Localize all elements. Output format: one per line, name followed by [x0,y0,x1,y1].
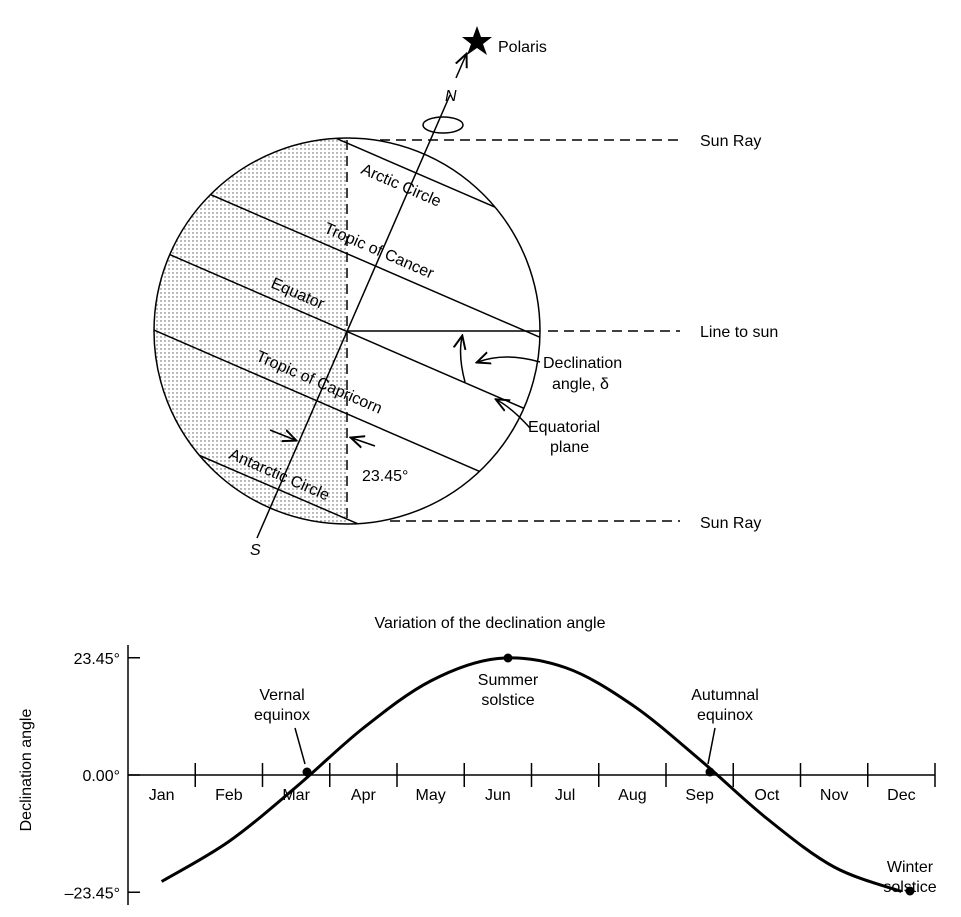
y-tick-label: 23.45° [74,651,120,668]
pointer [352,438,376,446]
label: angle, δ [552,376,609,393]
x-tick-label: Dec [887,787,915,804]
x-tick-label: Sep [685,787,714,804]
annotation: equinox [254,707,310,724]
rotation [422,116,464,134]
key-point [905,886,915,896]
label: Polaris [498,39,547,56]
x-tick-label: May [416,787,446,804]
polar-axis [256,94,451,539]
label: Line to sun [700,324,778,341]
polaris-arrow [456,55,466,79]
angle-arc [461,337,465,383]
annotation: Winter [887,859,934,876]
annotation: Vernal [259,687,304,704]
earth-diagram: Polaris N S Sun Ray Line to sun Sun Ray … [153,26,778,559]
label: Equatorial [528,419,600,436]
declination-curve [160,656,902,893]
x-tick-label: Jun [485,787,511,804]
x-tick-label: Aug [618,787,646,804]
latitude-lines [154,138,540,524]
chart-title: Variation of the declination angle [375,615,606,632]
annotation: Autumnal [691,687,759,704]
label: Sun Ray [700,133,761,150]
pointer [497,400,531,429]
label: Arctic Circle [358,161,443,211]
y-tick-label: 0.00° [82,768,120,785]
label: Sun Ray [700,515,761,532]
x-tick-label: Nov [820,787,848,804]
pointer [269,430,295,440]
x-tick-label: Feb [215,787,243,804]
label: Declination [543,355,622,372]
pointer [478,357,541,362]
x-tick-label: Jan [149,787,175,804]
y-tick-label: –23.45° [65,885,120,902]
label: plane [550,439,589,456]
annotation: Summer [478,672,539,689]
annotation: equinox [697,707,753,724]
pointer [707,727,716,765]
x-tick-label: Apr [351,787,377,804]
label: 23.45° [362,468,408,485]
label: N [445,88,457,105]
key-point [302,767,312,777]
declination-chart: Variation of the declination angle Decli… [18,615,937,905]
x-tick-label: Jul [555,787,575,804]
y-axis-label: Declination angle [18,709,35,832]
annotation: solstice [481,692,534,709]
key-point [705,767,715,777]
key-point [503,653,513,663]
label: S [250,542,261,559]
star [462,26,492,55]
pointer [294,727,306,765]
night-side [154,138,347,524]
x-tick-label: Oct [754,787,779,804]
